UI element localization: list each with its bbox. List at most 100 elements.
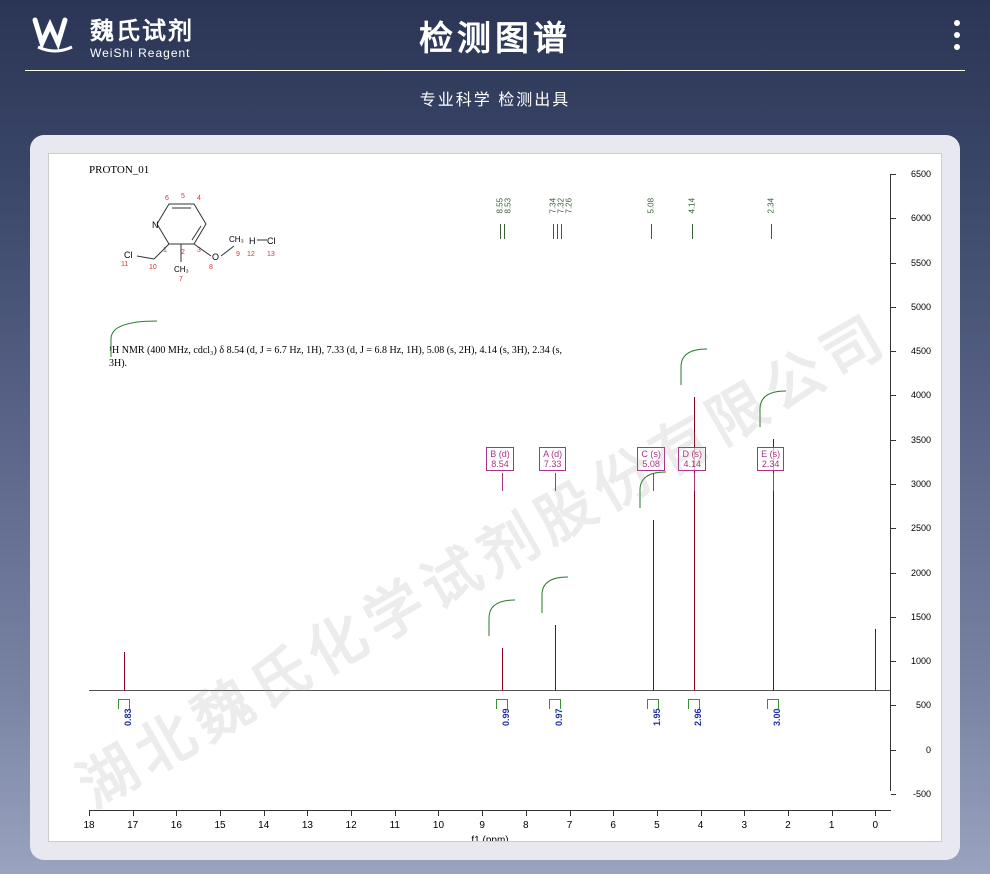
y-tick-label: 2000 bbox=[911, 568, 931, 578]
x-tick bbox=[307, 811, 308, 816]
peak-ppm-line bbox=[561, 224, 562, 239]
y-tick-label: 6000 bbox=[911, 213, 931, 223]
x-tick-label: 0 bbox=[873, 820, 879, 831]
peak-ppm-label: 5.08 bbox=[647, 198, 656, 214]
x-tick bbox=[570, 811, 571, 816]
x-axis: 18 17 16 15 14 13 12 11 10 9 8 7 6 5 4 3… bbox=[89, 810, 891, 811]
x-tick-label: 5 bbox=[654, 820, 660, 831]
x-tick bbox=[832, 811, 833, 816]
logo-icon bbox=[30, 15, 80, 55]
x-tick bbox=[176, 811, 177, 816]
peak-box-line bbox=[555, 473, 556, 491]
logo-area: 魏氏试剂 WeiShi Reagent bbox=[30, 11, 194, 60]
x-tick-label: 17 bbox=[127, 820, 138, 831]
peak-ppm-line bbox=[692, 224, 693, 239]
menu-icon[interactable] bbox=[954, 20, 960, 50]
page-title: 检测图谱 bbox=[419, 11, 571, 60]
nmr-peak bbox=[555, 625, 556, 692]
peak-label-box: C (s)5.08 bbox=[637, 447, 665, 471]
plot-area: 0.83B (d)8.540.998.558.53 A (d)7.330.977… bbox=[89, 174, 891, 791]
y-tick bbox=[891, 174, 896, 175]
y-tick bbox=[891, 440, 896, 441]
y-tick bbox=[891, 794, 896, 795]
peak-ppm-line bbox=[500, 224, 501, 239]
peak-ppm-line bbox=[771, 224, 772, 239]
subtitle: 专业科学 检测出具 bbox=[0, 71, 990, 125]
peak-label-box: A (d)7.33 bbox=[539, 447, 566, 471]
integral-curve bbox=[540, 575, 570, 615]
y-tick-label: 1500 bbox=[911, 612, 931, 622]
y-tick-label: 1000 bbox=[911, 656, 931, 666]
x-tick bbox=[657, 811, 658, 816]
y-tick-label: 3000 bbox=[911, 479, 931, 489]
nmr-peak bbox=[124, 652, 125, 691]
y-tick bbox=[891, 263, 896, 264]
x-tick-label: 16 bbox=[171, 820, 182, 831]
peak-ppm-label: 2.34 bbox=[767, 198, 776, 214]
x-tick bbox=[438, 811, 439, 816]
x-tick bbox=[89, 811, 90, 816]
x-tick bbox=[875, 811, 876, 816]
integral-value: 1.95 bbox=[652, 708, 662, 726]
x-tick-label: 9 bbox=[479, 820, 485, 831]
x-tick bbox=[526, 811, 527, 816]
y-tick bbox=[891, 351, 896, 352]
x-tick bbox=[395, 811, 396, 816]
nmr-chart: 湖北魏氏化学试剂股份有限公司 PROTON_01 N 6 5 4 1 2 3 C… bbox=[48, 153, 942, 842]
integral-curve bbox=[638, 470, 668, 510]
peak-label-box: D (s)4.14 bbox=[678, 447, 706, 471]
chart-container: 湖北魏氏化学试剂股份有限公司 PROTON_01 N 6 5 4 1 2 3 C… bbox=[30, 135, 960, 860]
x-tick bbox=[744, 811, 745, 816]
integral-curve bbox=[109, 319, 159, 359]
nmr-peak bbox=[875, 629, 876, 691]
logo-en: WeiShi Reagent bbox=[90, 46, 194, 60]
x-tick-label: 11 bbox=[390, 820, 400, 831]
y-tick bbox=[891, 705, 896, 706]
nmr-peak bbox=[502, 648, 503, 691]
y-tick bbox=[891, 484, 896, 485]
y-tick bbox=[891, 661, 896, 662]
x-tick bbox=[701, 811, 702, 816]
logo-cn: 魏氏试剂 bbox=[90, 11, 194, 46]
x-tick-label: 13 bbox=[302, 820, 313, 831]
x-tick-label: 15 bbox=[214, 820, 225, 831]
x-tick bbox=[482, 811, 483, 816]
peak-ppm-line bbox=[553, 224, 554, 239]
peak-ppm-label: 7.26 bbox=[565, 198, 574, 214]
x-tick bbox=[264, 811, 265, 816]
y-tick bbox=[891, 528, 896, 529]
integral-value: 0.83 bbox=[123, 708, 133, 726]
x-tick-label: 18 bbox=[83, 820, 94, 831]
peak-ppm-label: 4.14 bbox=[688, 198, 697, 214]
y-tick-label: 6500 bbox=[911, 169, 931, 179]
peak-ppm-line bbox=[504, 224, 505, 239]
x-tick bbox=[220, 811, 221, 816]
integral-value: 0.99 bbox=[501, 708, 511, 726]
nmr-peak bbox=[694, 397, 695, 691]
integral-curve bbox=[758, 389, 788, 429]
x-tick-label: 12 bbox=[346, 820, 357, 831]
peak-ppm-line bbox=[557, 224, 558, 239]
y-tick bbox=[891, 573, 896, 574]
x-tick-label: 6 bbox=[610, 820, 616, 831]
x-tick bbox=[613, 811, 614, 816]
peak-label-box: E (s)2.34 bbox=[757, 447, 784, 471]
x-tick bbox=[788, 811, 789, 816]
peak-ppm-label: 8.53 bbox=[504, 198, 513, 214]
x-tick-label: 3 bbox=[741, 820, 747, 831]
integral-curve bbox=[679, 347, 709, 387]
x-tick-label: 1 bbox=[829, 820, 835, 831]
x-tick-label: 7 bbox=[567, 820, 573, 831]
x-tick-label: 14 bbox=[258, 820, 269, 831]
y-tick bbox=[891, 617, 896, 618]
integral-value: 3.00 bbox=[772, 708, 782, 726]
y-tick-label: 4000 bbox=[911, 390, 931, 400]
x-tick-label: 8 bbox=[523, 820, 529, 831]
y-tick-label: -500 bbox=[913, 789, 931, 799]
header: 魏氏试剂 WeiShi Reagent 检测图谱 bbox=[0, 0, 990, 70]
y-tick bbox=[891, 750, 896, 751]
y-axis: -500 0 500 1000 1500 2000 2500 3000 3500… bbox=[890, 174, 891, 791]
peak-box-line bbox=[502, 473, 503, 491]
peak-box-line bbox=[773, 473, 774, 491]
baseline bbox=[89, 690, 891, 691]
